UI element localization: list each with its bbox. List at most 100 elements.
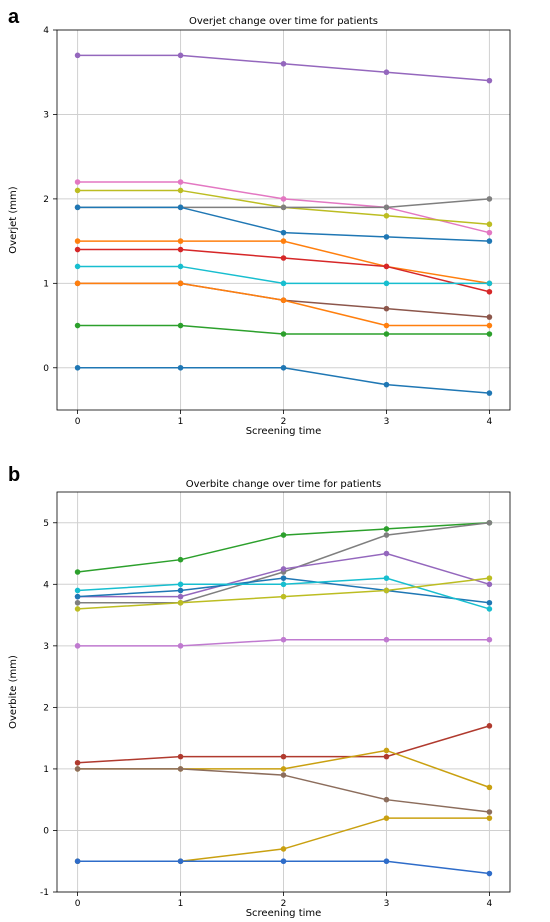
data-point <box>74 238 81 244</box>
series-5 <box>74 575 493 612</box>
y-tick-label: 2 <box>43 703 49 713</box>
y-tick-label: -1 <box>40 888 49 898</box>
data-point <box>177 52 184 59</box>
data-point <box>74 643 81 649</box>
data-point <box>177 556 184 563</box>
data-point <box>74 858 81 865</box>
data-point <box>74 599 81 606</box>
data-point <box>280 297 287 304</box>
data-point <box>486 229 493 236</box>
data-point <box>486 599 493 606</box>
data-point <box>383 263 390 270</box>
data-point <box>280 766 287 772</box>
y-tick-label: 1 <box>43 765 49 775</box>
y-tick-label: 1 <box>43 279 49 289</box>
data-point <box>177 364 184 371</box>
data-point <box>383 753 390 760</box>
x-tick-label: 3 <box>384 899 390 909</box>
data-point <box>383 550 390 557</box>
y-tick-label: 0 <box>43 826 49 836</box>
data-point <box>280 846 287 852</box>
chart-title: Overjet change over time for patients <box>189 16 378 27</box>
x-tick-label: 4 <box>487 899 493 909</box>
data-point <box>486 575 493 581</box>
x-tick-label: 2 <box>281 417 287 427</box>
data-point <box>280 238 287 244</box>
data-point <box>280 858 287 865</box>
series-6 <box>74 575 493 612</box>
data-point <box>486 221 493 228</box>
data-point <box>486 280 493 287</box>
series-5 <box>74 204 493 244</box>
data-point <box>383 587 390 594</box>
data-point <box>280 581 287 588</box>
data-point <box>74 204 81 211</box>
data-point <box>177 581 184 588</box>
data-point <box>383 69 390 76</box>
data-point <box>383 212 390 219</box>
data-point <box>177 322 184 329</box>
y-tick-label: 3 <box>43 642 49 652</box>
series-10 <box>74 766 493 815</box>
data-point <box>74 52 81 59</box>
data-point <box>177 858 184 865</box>
x-axis-label: Screening time <box>246 908 322 919</box>
series-7 <box>74 246 493 295</box>
y-tick-label: 4 <box>43 580 49 590</box>
x-tick-label: 1 <box>178 417 184 427</box>
data-point <box>486 77 493 84</box>
data-point <box>486 390 493 396</box>
data-point <box>74 280 81 287</box>
data-point <box>486 314 493 320</box>
data-point <box>383 815 390 821</box>
data-point <box>383 532 390 538</box>
data-point <box>280 636 287 643</box>
data-point <box>486 519 493 526</box>
series-11 <box>74 322 493 337</box>
data-point <box>280 280 287 287</box>
data-point <box>177 280 184 287</box>
data-point <box>383 747 390 754</box>
y-axis-label: Overjet (mm) <box>8 186 19 253</box>
series-8 <box>74 723 493 766</box>
data-point <box>486 606 493 612</box>
data-point <box>74 322 81 329</box>
x-tick-label: 4 <box>487 417 493 427</box>
data-point <box>280 772 287 778</box>
data-point <box>486 870 493 877</box>
x-tick-label: 3 <box>384 417 390 427</box>
x-tick-label: 0 <box>75 899 81 909</box>
data-point <box>74 766 81 772</box>
data-point <box>280 60 287 67</box>
data-point <box>177 599 184 606</box>
data-point <box>177 246 184 253</box>
data-point <box>280 255 287 261</box>
data-point <box>383 796 390 803</box>
data-point <box>74 759 81 766</box>
data-point <box>177 238 184 244</box>
data-point <box>177 179 184 185</box>
data-point <box>177 204 184 211</box>
data-point <box>74 587 81 594</box>
data-point <box>280 753 287 760</box>
data-point <box>280 364 287 371</box>
data-point <box>177 593 184 600</box>
data-point <box>486 784 493 791</box>
data-point <box>74 179 81 185</box>
data-point <box>74 187 81 194</box>
y-tick-label: 3 <box>43 110 49 120</box>
data-point <box>74 263 81 270</box>
data-point <box>486 331 493 337</box>
data-point <box>280 204 287 211</box>
y-tick-label: 4 <box>43 26 49 36</box>
data-point <box>383 636 390 643</box>
data-point <box>177 753 184 760</box>
y-tick-label: 2 <box>43 195 49 205</box>
series-12 <box>74 364 493 396</box>
data-point <box>74 364 81 371</box>
x-tick-label: 1 <box>178 899 184 909</box>
x-tick-label: 2 <box>281 899 287 909</box>
y-tick-label: 0 <box>43 364 49 374</box>
